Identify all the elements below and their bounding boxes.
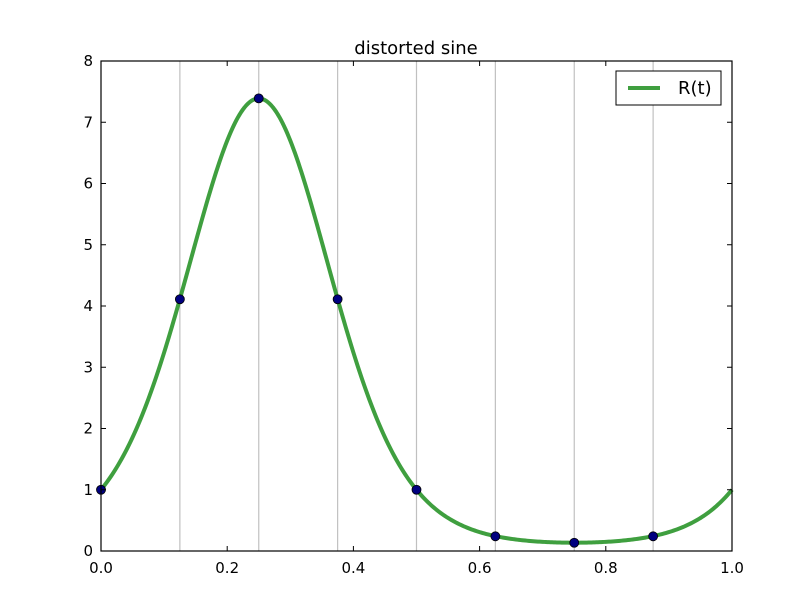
chart-title: distorted sine bbox=[354, 38, 477, 59]
sample-point bbox=[332, 294, 343, 305]
gridlines bbox=[179, 61, 654, 551]
sample-point bbox=[490, 531, 501, 542]
legend-label: R(t) bbox=[678, 78, 712, 99]
x-tick-label: 0.8 bbox=[594, 559, 618, 577]
legend: R(t) bbox=[615, 70, 722, 106]
x-tick-label: 0.2 bbox=[215, 559, 239, 577]
y-tick-label: 3 bbox=[83, 358, 93, 376]
y-tick-label: 1 bbox=[83, 481, 93, 499]
y-tick-label: 4 bbox=[83, 297, 93, 315]
x-tick-label: 0.6 bbox=[468, 559, 492, 577]
y-tick-label: 2 bbox=[83, 420, 93, 438]
x-tick-label: 0.4 bbox=[341, 559, 365, 577]
axis-ticks: 0.0 0.2 0.4 0.6 0.8 1.0 0 1 2 3 4 5 6 7 8 bbox=[83, 52, 743, 577]
sample-points-layer bbox=[96, 93, 659, 548]
sample-point bbox=[174, 294, 185, 305]
y-tick-label: 0 bbox=[83, 542, 93, 560]
sample-point bbox=[648, 531, 659, 542]
x-tick-label: 1.0 bbox=[720, 559, 744, 577]
y-tick-label: 7 bbox=[83, 113, 93, 131]
sample-point bbox=[253, 93, 264, 104]
sample-point bbox=[411, 484, 422, 495]
y-tick-label: 5 bbox=[83, 236, 93, 254]
x-tick-label: 0.0 bbox=[89, 559, 113, 577]
y-tick-label: 6 bbox=[83, 175, 93, 193]
y-tick-label: 8 bbox=[83, 52, 93, 70]
sample-point bbox=[569, 537, 580, 548]
